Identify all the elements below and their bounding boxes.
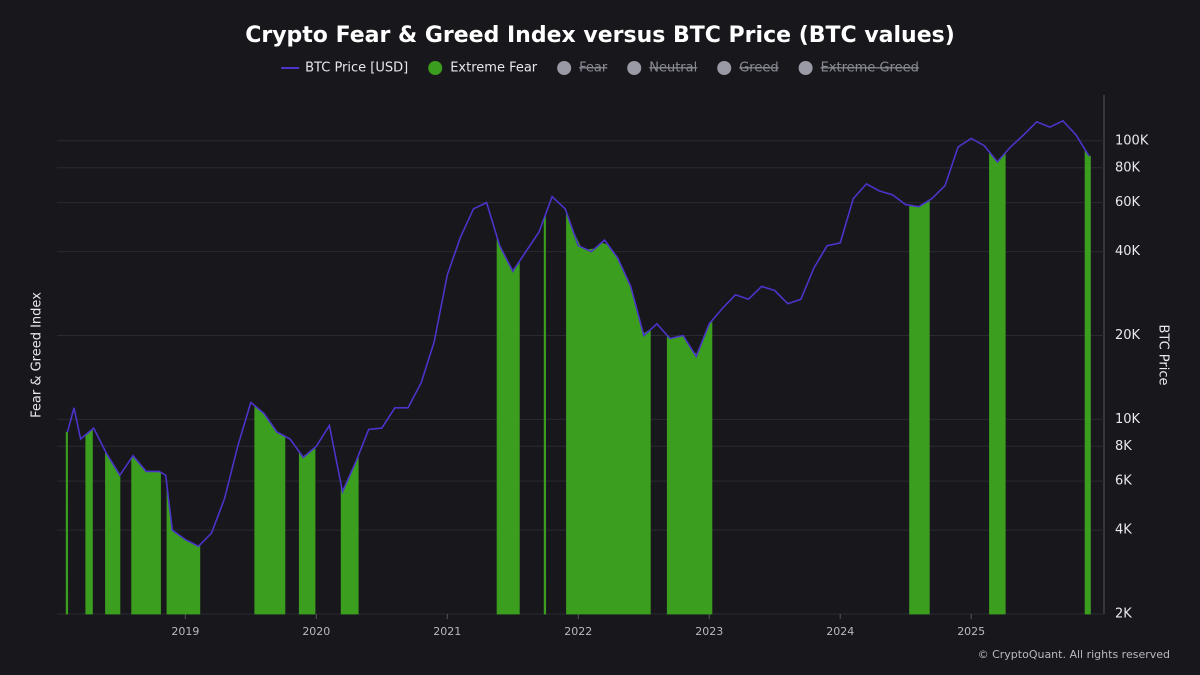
y2-tick-label: 8K (1115, 439, 1132, 454)
extreme-fear-area (989, 151, 1006, 615)
legend-label: Greed (739, 61, 778, 76)
y2-tick-label: 40K (1115, 244, 1141, 259)
extreme-fear-area (340, 455, 359, 615)
extreme-fear-area (166, 486, 201, 615)
copyright: © CryptoQuant. All rights reserved (978, 648, 1170, 661)
chart-title: Crypto Fear & Greed Index versus BTC Pri… (245, 23, 955, 48)
extreme-fear-area (1084, 148, 1091, 615)
extreme-fear-area (85, 428, 93, 615)
y2-tick-label: 10K (1115, 412, 1141, 427)
y2-tick-label: 60K (1115, 195, 1141, 210)
x-tick-label: 2023 (695, 625, 723, 638)
price-line (66, 119, 1090, 548)
legend-label: Extreme Greed (821, 61, 919, 76)
y2-axis-label: BTC Price (1156, 324, 1171, 385)
x-tick-label: 2025 (957, 625, 985, 638)
y2-tick-label: 80K (1115, 160, 1141, 175)
x-tick-label: 2021 (433, 625, 461, 638)
extreme-fear-area (496, 236, 520, 615)
y2-tick-label: 100K (1115, 133, 1149, 148)
y2-tick-label: 6K (1115, 474, 1132, 489)
legend-label: Extreme Fear (450, 61, 538, 76)
extreme-fear-area (298, 446, 316, 615)
extreme-fear-area (566, 212, 651, 615)
extreme-fear-area (909, 199, 930, 615)
legend-swatch (798, 61, 813, 75)
extreme-fear-area (105, 451, 121, 615)
y2-tick-label: 4K (1115, 523, 1132, 538)
x-tick-label: 2019 (171, 625, 199, 638)
y2-tick-label: 20K (1115, 328, 1141, 343)
extreme-fear-area (65, 431, 69, 615)
legend-swatch (627, 61, 642, 75)
y2-tick-label: 2K (1115, 607, 1132, 622)
y-axis-label: Fear & Greed Index (30, 292, 45, 418)
legend-swatch (717, 61, 732, 75)
legend-label: Fear (579, 61, 608, 76)
x-tick-label: 2024 (826, 625, 854, 638)
legend-label: Neutral (649, 61, 697, 76)
extreme-fear-area (254, 404, 286, 615)
extreme-fear-area (666, 319, 713, 615)
legend-label: BTC Price [USD] (305, 61, 408, 76)
x-tick-label: 2022 (564, 625, 592, 638)
extreme-fear-area (131, 456, 161, 615)
legend-swatch (428, 61, 443, 75)
legend: BTC Price [USD] Extreme Fear Fear Neutral Gr… (281, 61, 919, 76)
legend-swatch (557, 61, 572, 75)
extreme-fear-area (543, 214, 547, 615)
x-tick-label: 2020 (302, 625, 330, 638)
